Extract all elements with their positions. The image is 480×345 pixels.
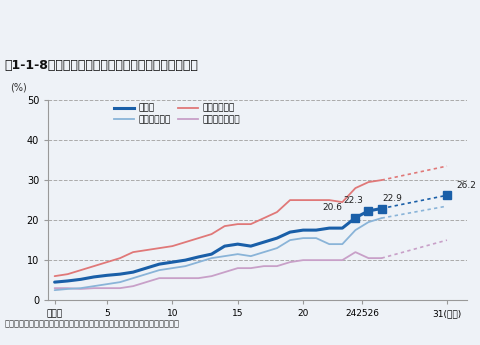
Legend: 製造業, 素材型製造業, 加工型製造業, その他の製造業: 製造業, 素材型製造業, 加工型製造業, その他の製造業 (110, 100, 243, 128)
Text: (%): (%) (11, 82, 27, 92)
Text: 26.2: 26.2 (456, 181, 476, 190)
Text: 22.9: 22.9 (381, 194, 401, 203)
Text: 20.6: 20.6 (321, 203, 341, 212)
Text: 図1-1-8　製造業の海外現地生産比率の推移と見通し: 図1-1-8 製造業の海外現地生産比率の推移と見通し (5, 59, 198, 72)
Text: 22.3: 22.3 (342, 196, 362, 205)
Text: 資料：内閣府「平成２６年度企業行動に関するアンケート調査」概要より作成: 資料：内閣府「平成２６年度企業行動に関するアンケート調査」概要より作成 (5, 320, 180, 329)
